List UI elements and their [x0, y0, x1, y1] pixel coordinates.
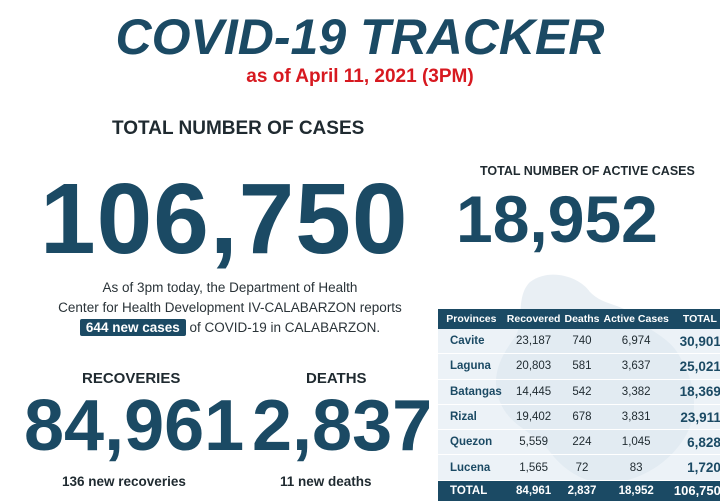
deaths-cell: 581 — [562, 353, 602, 380]
province-name: Batangas — [438, 379, 505, 405]
col-header-total: TOTAL — [670, 309, 720, 329]
province-name: Rizal — [438, 404, 505, 431]
province-table: Provinces Recovered Deaths Active Cases … — [438, 309, 720, 502]
recovered-cell: 20,803 — [504, 353, 563, 380]
province-name: Lucena — [438, 454, 505, 481]
province-name: Cavite — [438, 329, 505, 355]
total-cell: 6,828 — [670, 429, 720, 456]
new-recoveries: 136 new recoveries — [62, 474, 186, 489]
table-row: Laguna 20,803 581 3,637 25,021 — [438, 353, 720, 380]
total-cell: 25,021 — [670, 353, 720, 380]
new-cases-badge: 644 new cases — [79, 319, 186, 336]
table-row: Rizal 19,402 678 3,831 23,911 — [438, 404, 720, 431]
deaths-cell: 678 — [562, 404, 602, 431]
province-name: Quezon — [438, 429, 505, 456]
col-header-active: Active Cases — [601, 309, 671, 329]
table-row: Batangas 14,445 542 3,382 18,369 — [438, 379, 720, 405]
total-recovered-cell: 84,961 — [504, 480, 563, 502]
total-cell: 23,911 — [670, 404, 720, 431]
active-cell: 3,831 — [601, 404, 671, 431]
report-line-3: 644 new cases of COVID-19 in CALABARZON. — [40, 318, 420, 338]
recovered-cell: 5,559 — [504, 429, 563, 456]
active-cell: 3,382 — [601, 379, 671, 405]
recovered-cell: 23,187 — [504, 329, 563, 355]
active-cell: 6,974 — [601, 329, 671, 355]
total-deaths-cell: 2,837 — [562, 480, 602, 502]
deaths-cell: 542 — [562, 379, 602, 405]
active-cell: 1,045 — [601, 429, 671, 456]
col-header-deaths: Deaths — [562, 309, 602, 329]
total-cell: 1,720 — [670, 454, 720, 481]
col-header-provinces: Provinces — [438, 309, 505, 329]
recovered-cell: 19,402 — [504, 404, 563, 431]
report-text: As of 3pm today, the Department of Healt… — [40, 278, 420, 338]
active-cases-value: 18,952 — [456, 182, 658, 256]
active-cases-label: TOTAL NUMBER OF ACTIVE CASES — [480, 164, 695, 178]
total-cases-value: 106,750 — [40, 163, 409, 275]
table-row: Lucena 1,565 72 83 1,720 — [438, 454, 720, 481]
active-cell: 3,637 — [601, 353, 671, 380]
recovered-cell: 14,445 — [504, 379, 563, 405]
table-row: Cavite 23,187 740 6,974 30,901 — [438, 329, 720, 355]
recoveries-label: RECOVERIES — [82, 370, 181, 387]
total-cell: 18,369 — [670, 379, 720, 405]
table-total-row: TOTAL 84,961 2,837 18,952 106,750 — [438, 480, 720, 502]
table-header-row: Provinces Recovered Deaths Active Cases … — [438, 309, 720, 329]
grand-total-cell: 106,750 — [670, 480, 720, 502]
report-line-2: Center for Health Development IV-CALABAR… — [58, 300, 402, 315]
report-line-3-rest: of COVID-19 in CALABARZON. — [189, 320, 381, 335]
deaths-cell: 72 — [562, 454, 602, 481]
new-deaths: 11 new deaths — [280, 474, 372, 489]
page-title: COVID-19 TRACKER — [115, 9, 605, 65]
total-cases-label: TOTAL NUMBER OF CASES — [112, 118, 365, 139]
table-row: Quezon 5,559 224 1,045 6,828 — [438, 429, 720, 456]
deaths-value: 2,837 — [252, 386, 433, 466]
recovered-cell: 1,565 — [504, 454, 563, 481]
active-cell: 83 — [601, 454, 671, 481]
recoveries-value: 84,961 — [24, 386, 245, 466]
total-active-cell: 18,952 — [601, 480, 671, 502]
total-row-label: TOTAL — [438, 480, 505, 502]
total-cell: 30,901 — [670, 329, 720, 355]
deaths-cell: 224 — [562, 429, 602, 456]
report-line-1: As of 3pm today, the Department of Healt… — [102, 280, 358, 295]
as-of-date: as of April 11, 2021 (3PM) — [246, 66, 474, 87]
province-name: Laguna — [438, 353, 505, 380]
col-header-recovered: Recovered — [504, 309, 563, 329]
deaths-label: DEATHS — [306, 370, 367, 387]
deaths-cell: 740 — [562, 329, 602, 355]
